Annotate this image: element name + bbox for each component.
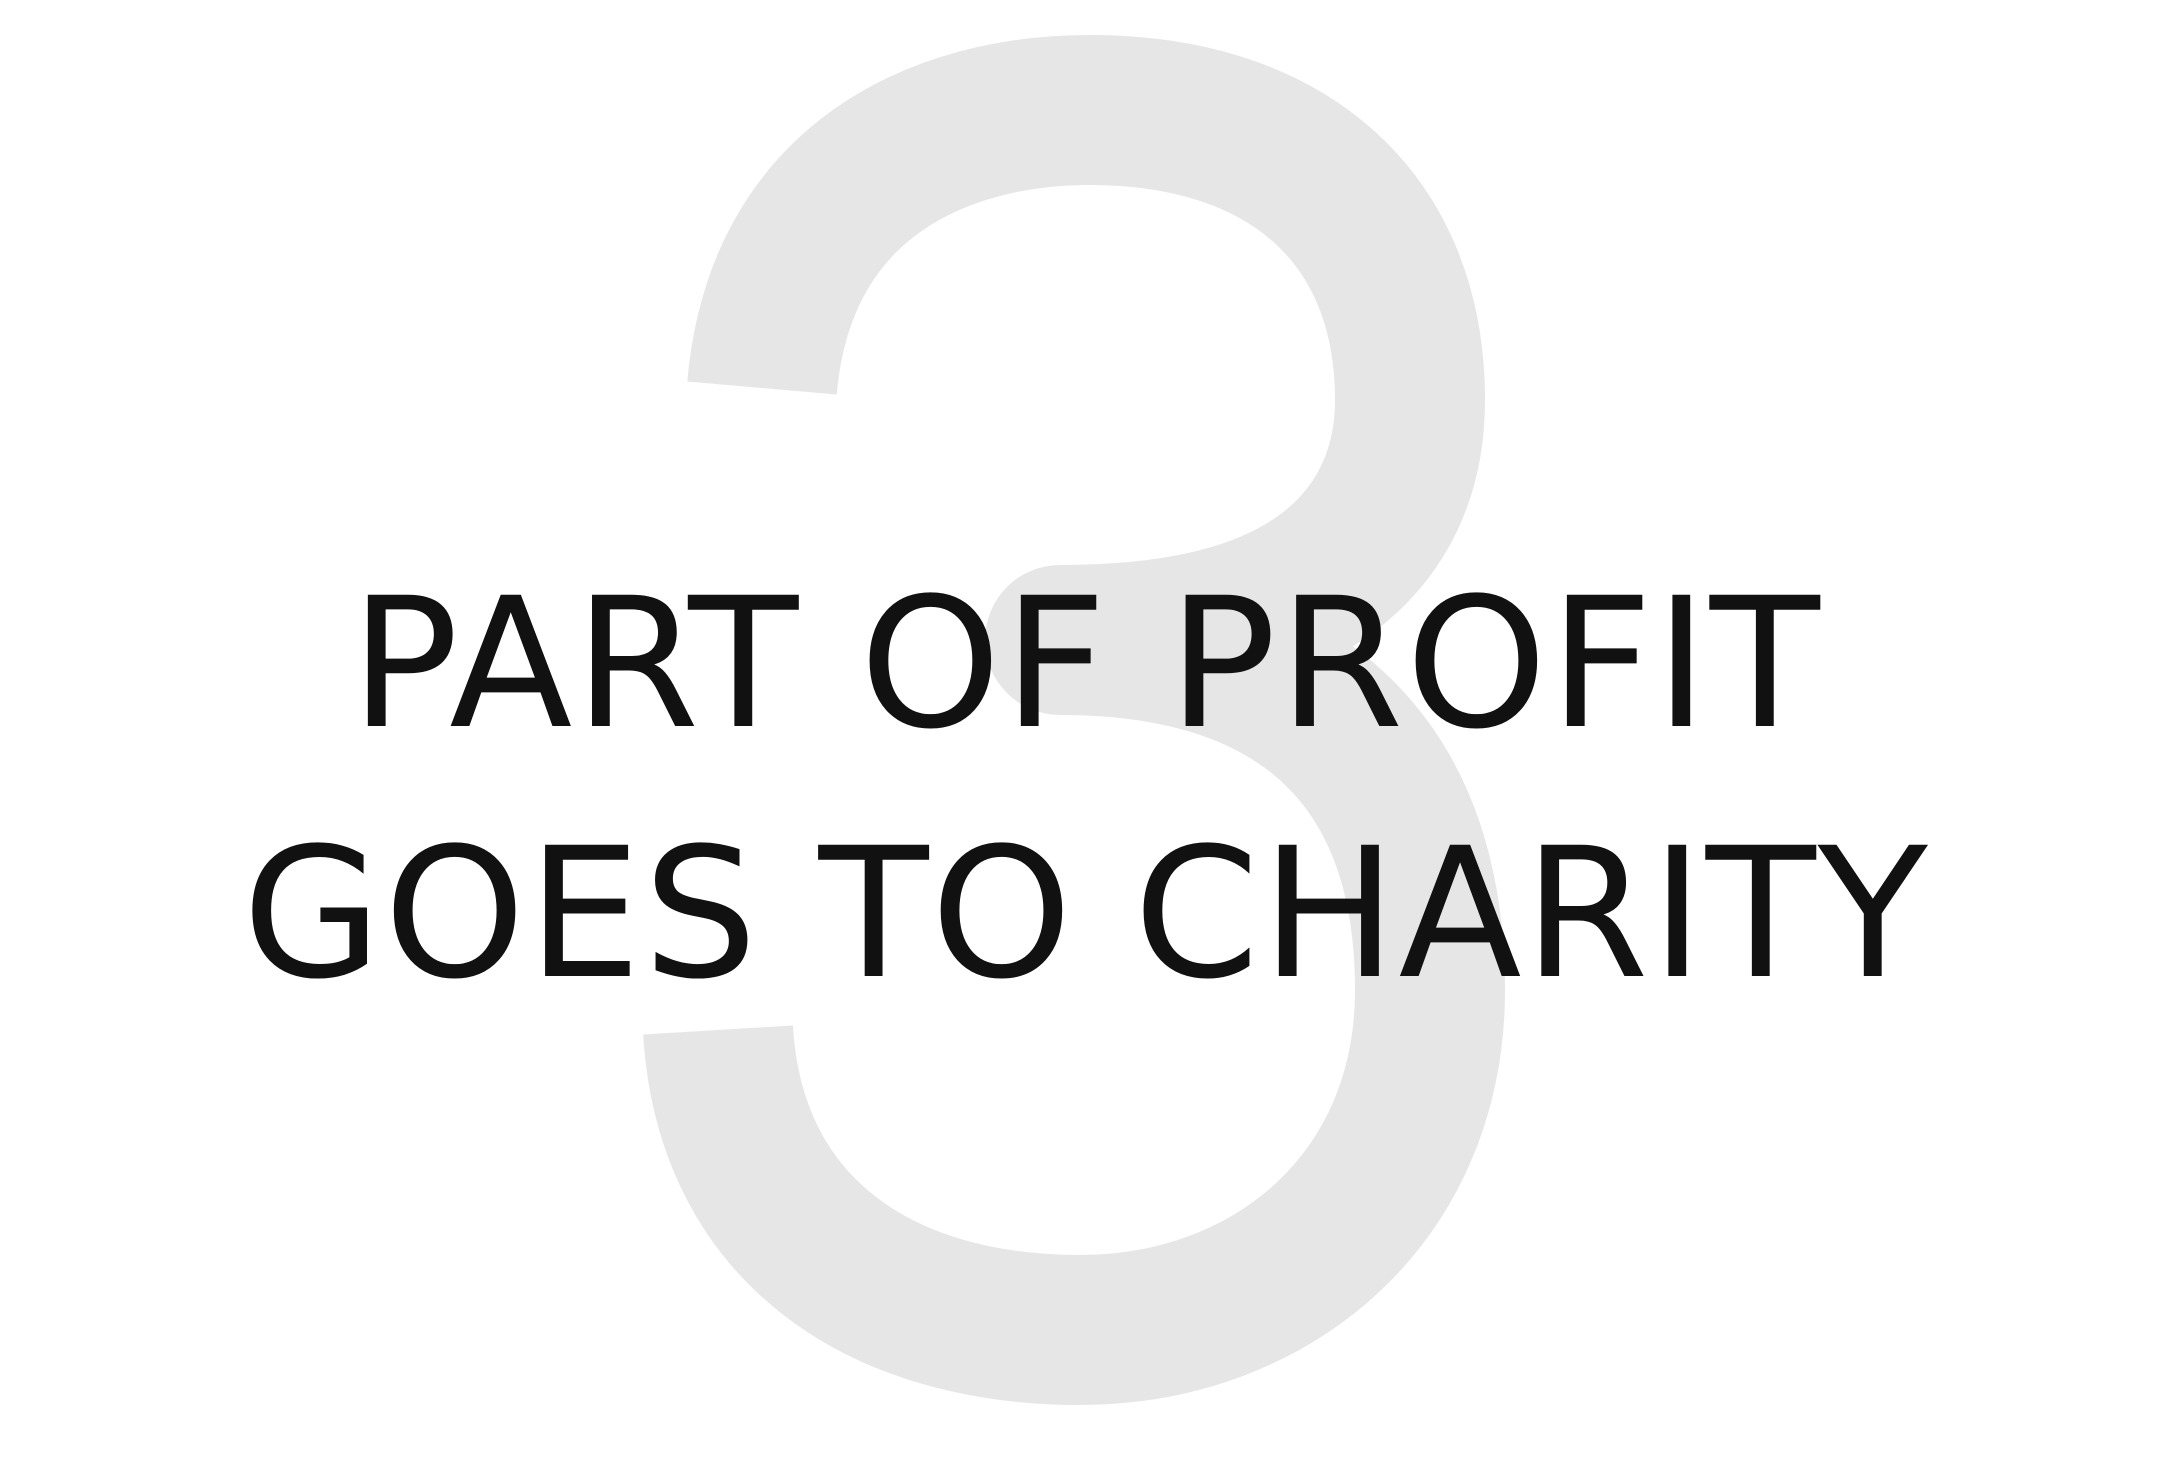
headline-line-1: PART OF PROFIT [350,560,1822,769]
headline-line-2: GOES TO CHARITY [242,810,1930,1019]
headline: PART OF PROFIT GOES TO CHARITY [0,540,2172,1040]
